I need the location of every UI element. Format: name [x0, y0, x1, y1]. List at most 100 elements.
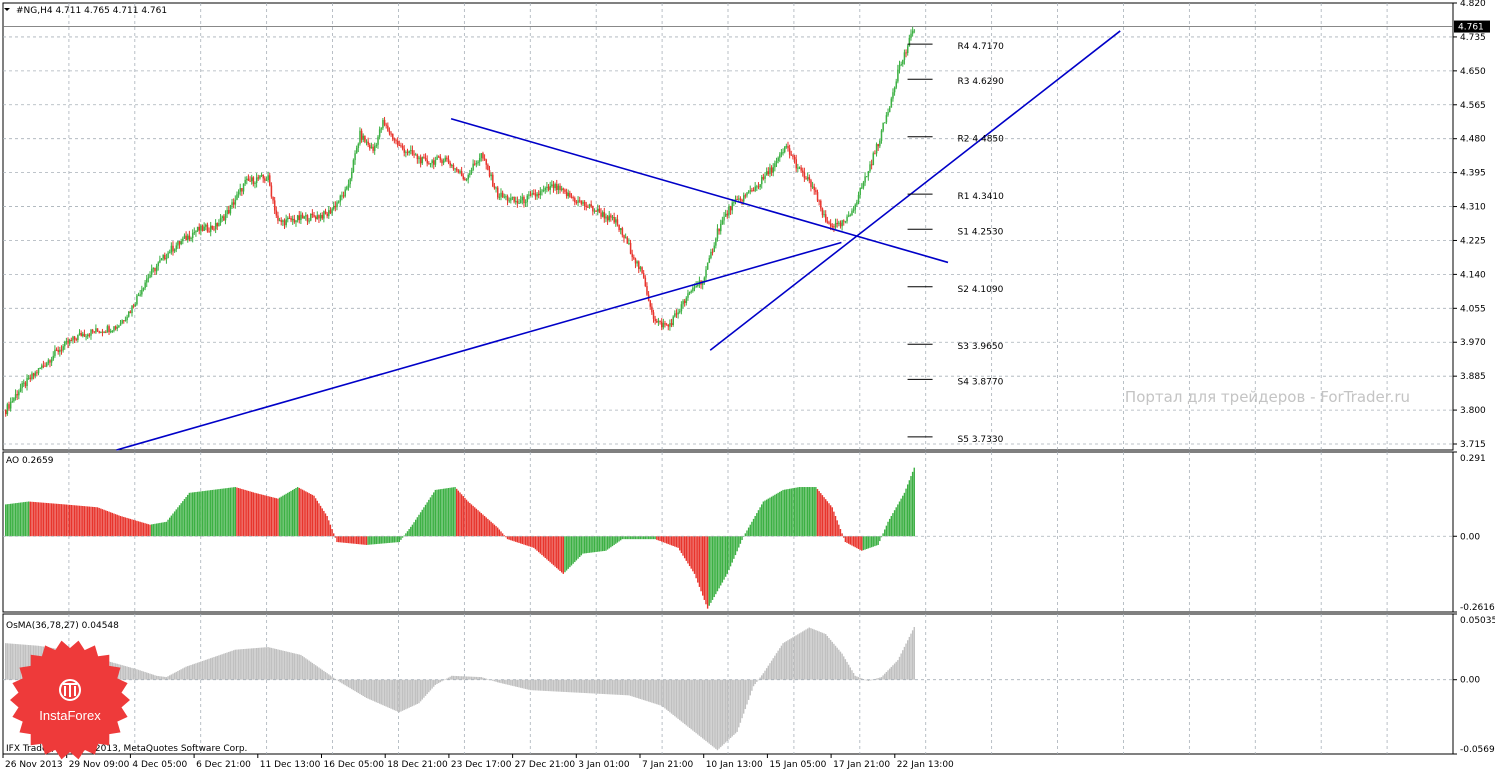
candle[interactable] — [821, 207, 824, 218]
candle[interactable] — [142, 287, 145, 292]
candle[interactable] — [728, 204, 730, 219]
candle[interactable] — [46, 361, 48, 368]
candle[interactable] — [779, 152, 781, 162]
candle[interactable] — [805, 176, 807, 180]
candle[interactable] — [611, 215, 614, 221]
candle[interactable] — [872, 151, 875, 166]
candle[interactable] — [16, 390, 18, 400]
candle[interactable] — [211, 225, 214, 231]
candle[interactable] — [788, 144, 791, 159]
candle[interactable] — [310, 213, 312, 222]
candle[interactable] — [193, 227, 196, 235]
candle[interactable] — [395, 138, 397, 145]
candle[interactable] — [564, 188, 566, 195]
candle[interactable] — [716, 224, 719, 242]
candle[interactable] — [879, 139, 881, 149]
candle[interactable] — [188, 230, 191, 242]
candle[interactable] — [206, 222, 209, 233]
candle[interactable] — [418, 155, 420, 164]
candle[interactable] — [408, 150, 410, 156]
candle[interactable] — [590, 200, 592, 209]
candle[interactable] — [106, 324, 109, 333]
candle[interactable] — [19, 383, 22, 393]
candle[interactable] — [770, 165, 773, 176]
candle[interactable] — [413, 150, 415, 159]
candle[interactable] — [255, 173, 258, 188]
candle[interactable] — [141, 285, 143, 297]
candle[interactable] — [105, 330, 107, 334]
candle[interactable] — [784, 146, 786, 154]
candle[interactable] — [475, 160, 478, 168]
candle[interactable] — [469, 169, 471, 178]
candle[interactable] — [182, 236, 184, 245]
candle[interactable] — [314, 215, 317, 222]
candle[interactable] — [601, 210, 604, 218]
candle[interactable] — [100, 331, 102, 334]
candle[interactable] — [149, 271, 151, 279]
candle[interactable] — [841, 219, 843, 231]
candle[interactable] — [27, 374, 30, 380]
candle[interactable] — [692, 284, 694, 293]
candle[interactable] — [557, 183, 560, 195]
candle[interactable] — [554, 182, 556, 191]
candle[interactable] — [629, 239, 632, 255]
candle[interactable] — [362, 133, 365, 143]
candle[interactable] — [826, 216, 829, 224]
candle[interactable] — [421, 156, 424, 166]
candle[interactable] — [118, 324, 120, 329]
candle[interactable] — [854, 203, 857, 214]
candle[interactable] — [531, 190, 533, 198]
candle[interactable] — [95, 324, 97, 334]
candle[interactable] — [825, 210, 827, 223]
candle[interactable] — [419, 154, 422, 168]
candle[interactable] — [631, 249, 633, 262]
candle[interactable] — [337, 200, 340, 204]
candle[interactable] — [820, 199, 822, 212]
candle[interactable] — [280, 217, 283, 226]
chart-menu-button[interactable] — [4, 8, 10, 11]
candle[interactable] — [759, 184, 761, 191]
candle[interactable] — [785, 143, 788, 149]
candle[interactable] — [523, 195, 525, 208]
candle[interactable] — [849, 213, 852, 217]
candle[interactable] — [303, 215, 305, 219]
candle[interactable] — [892, 88, 894, 102]
candle[interactable] — [124, 316, 127, 322]
candle[interactable] — [331, 207, 333, 216]
candle[interactable] — [746, 191, 748, 198]
candle[interactable] — [288, 213, 291, 219]
candle[interactable] — [354, 150, 356, 165]
osma-panel[interactable] — [2, 613, 1454, 755]
candle[interactable] — [549, 181, 551, 195]
candle[interactable] — [324, 208, 327, 215]
candle[interactable] — [798, 166, 801, 170]
candle[interactable] — [720, 219, 722, 235]
candle[interactable] — [911, 26, 914, 37]
candle[interactable] — [836, 218, 838, 228]
candle[interactable] — [387, 122, 389, 132]
candle[interactable] — [621, 226, 624, 238]
candle[interactable] — [157, 261, 160, 271]
candle[interactable] — [662, 318, 665, 330]
candle[interactable] — [37, 368, 40, 376]
candle[interactable] — [375, 142, 378, 148]
candle[interactable] — [216, 222, 219, 231]
candle[interactable] — [283, 218, 286, 230]
candle[interactable] — [739, 196, 742, 203]
candle[interactable] — [167, 250, 169, 259]
candle[interactable] — [123, 320, 125, 324]
candle[interactable] — [403, 145, 406, 157]
candle[interactable] — [654, 315, 656, 325]
candle[interactable] — [59, 346, 61, 357]
candle[interactable] — [31, 371, 33, 381]
candle[interactable] — [685, 296, 688, 306]
candle[interactable] — [239, 183, 242, 196]
candle[interactable] — [649, 299, 652, 310]
candle[interactable] — [534, 189, 537, 200]
candle[interactable] — [874, 150, 876, 155]
candle[interactable] — [231, 198, 233, 209]
candle[interactable] — [587, 204, 589, 208]
candle[interactable] — [774, 160, 776, 172]
candle[interactable] — [713, 242, 715, 253]
candle[interactable] — [54, 345, 56, 358]
